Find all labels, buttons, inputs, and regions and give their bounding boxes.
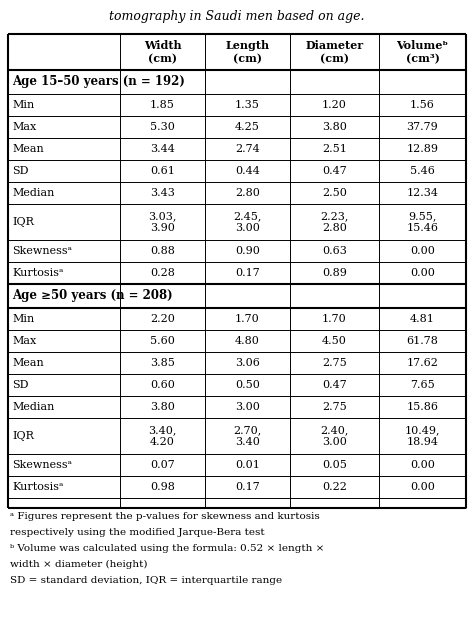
Text: 4.50: 4.50 — [322, 336, 347, 346]
Text: 3.06: 3.06 — [235, 358, 260, 368]
Text: 0.90: 0.90 — [235, 246, 260, 256]
Text: 0.60: 0.60 — [150, 380, 175, 390]
Text: SD: SD — [12, 380, 28, 390]
Text: 0.89: 0.89 — [322, 268, 347, 278]
Text: 0.44: 0.44 — [235, 166, 260, 176]
Text: 0.07: 0.07 — [150, 460, 175, 470]
Text: 5.60: 5.60 — [150, 336, 175, 346]
Text: 0.50: 0.50 — [235, 380, 260, 390]
Text: IQR: IQR — [12, 431, 34, 441]
Text: Max: Max — [12, 336, 36, 346]
Text: 17.62: 17.62 — [407, 358, 438, 368]
Text: 1.70: 1.70 — [322, 314, 346, 324]
Text: 0.17: 0.17 — [235, 268, 260, 278]
Text: Volumeᵇ
(cm³): Volumeᵇ (cm³) — [396, 40, 448, 64]
Text: Skewnessᵃ: Skewnessᵃ — [12, 246, 72, 256]
Text: 1.70: 1.70 — [235, 314, 260, 324]
Text: Median: Median — [12, 402, 55, 412]
Text: 3.85: 3.85 — [150, 358, 175, 368]
Text: Age ≥50 years (n = 208): Age ≥50 years (n = 208) — [12, 289, 173, 302]
Text: 1.35: 1.35 — [235, 100, 260, 110]
Text: ᵇ Volume was calculated using the formula: 0.52 × length ×: ᵇ Volume was calculated using the formul… — [10, 544, 324, 553]
Text: Width
(cm): Width (cm) — [144, 40, 182, 64]
Text: Mean: Mean — [12, 358, 44, 368]
Text: 2.70,
3.40: 2.70, 3.40 — [233, 425, 262, 447]
Text: tomography in Saudi men based on age.: tomography in Saudi men based on age. — [109, 10, 365, 23]
Text: 61.78: 61.78 — [407, 336, 438, 346]
Text: 0.61: 0.61 — [150, 166, 175, 176]
Text: Length
(cm): Length (cm) — [225, 40, 269, 64]
Text: 3.80: 3.80 — [150, 402, 175, 412]
Text: Age 15–50 years (n = 192): Age 15–50 years (n = 192) — [12, 76, 185, 88]
Text: 3.00: 3.00 — [235, 402, 260, 412]
Text: 0.28: 0.28 — [150, 268, 175, 278]
Text: 2.75: 2.75 — [322, 402, 346, 412]
Text: 9.55,
15.46: 9.55, 15.46 — [407, 211, 438, 233]
Text: Diameter
(cm): Diameter (cm) — [305, 40, 364, 64]
Text: ᵃ Figures represent the p-values for skewness and kurtosis: ᵃ Figures represent the p-values for ske… — [10, 512, 320, 521]
Text: 4.25: 4.25 — [235, 122, 260, 132]
Text: SD = standard deviation, IQR = interquartile range: SD = standard deviation, IQR = interquar… — [10, 576, 282, 585]
Text: 2.23,
2.80: 2.23, 2.80 — [320, 211, 348, 233]
Text: 0.00: 0.00 — [410, 482, 435, 492]
Text: 0.47: 0.47 — [322, 380, 346, 390]
Text: 12.89: 12.89 — [407, 144, 438, 154]
Text: 2.75: 2.75 — [322, 358, 346, 368]
Text: 2.80: 2.80 — [235, 188, 260, 198]
Text: 2.50: 2.50 — [322, 188, 347, 198]
Text: 4.81: 4.81 — [410, 314, 435, 324]
Text: 15.86: 15.86 — [407, 402, 438, 412]
Text: 12.34: 12.34 — [407, 188, 438, 198]
Text: Min: Min — [12, 100, 34, 110]
Text: 7.65: 7.65 — [410, 380, 435, 390]
Text: 3.03,
3.90: 3.03, 3.90 — [148, 211, 177, 233]
Text: Median: Median — [12, 188, 55, 198]
Text: IQR: IQR — [12, 217, 34, 227]
Text: 0.00: 0.00 — [410, 268, 435, 278]
Text: 0.63: 0.63 — [322, 246, 347, 256]
Text: Max: Max — [12, 122, 36, 132]
Text: Skewnessᵃ: Skewnessᵃ — [12, 460, 72, 470]
Text: 5.30: 5.30 — [150, 122, 175, 132]
Text: Kurtosisᵃ: Kurtosisᵃ — [12, 482, 64, 492]
Text: 4.80: 4.80 — [235, 336, 260, 346]
Text: 2.74: 2.74 — [235, 144, 260, 154]
Text: Mean: Mean — [12, 144, 44, 154]
Text: 5.46: 5.46 — [410, 166, 435, 176]
Text: 1.85: 1.85 — [150, 100, 175, 110]
Text: 3.43: 3.43 — [150, 188, 175, 198]
Text: SD: SD — [12, 166, 28, 176]
Text: 3.44: 3.44 — [150, 144, 175, 154]
Text: 0.00: 0.00 — [410, 246, 435, 256]
Text: 2.40,
3.00: 2.40, 3.00 — [320, 425, 348, 447]
Text: respectively using the modified Jarque-Bera test: respectively using the modified Jarque-B… — [10, 528, 264, 537]
Text: Min: Min — [12, 314, 34, 324]
Text: Kurtosisᵃ: Kurtosisᵃ — [12, 268, 64, 278]
Text: 1.56: 1.56 — [410, 100, 435, 110]
Text: 2.51: 2.51 — [322, 144, 347, 154]
Text: 10.49,
18.94: 10.49, 18.94 — [405, 425, 440, 447]
Text: 37.79: 37.79 — [407, 122, 438, 132]
Text: 0.22: 0.22 — [322, 482, 347, 492]
Text: 1.20: 1.20 — [322, 100, 347, 110]
Text: 3.80: 3.80 — [322, 122, 347, 132]
Text: 0.98: 0.98 — [150, 482, 175, 492]
Text: width × diameter (height): width × diameter (height) — [10, 560, 147, 569]
Text: 0.01: 0.01 — [235, 460, 260, 470]
Text: 2.45,
3.00: 2.45, 3.00 — [233, 211, 262, 233]
Text: 0.05: 0.05 — [322, 460, 347, 470]
Text: 0.00: 0.00 — [410, 460, 435, 470]
Text: 0.88: 0.88 — [150, 246, 175, 256]
Text: 0.47: 0.47 — [322, 166, 346, 176]
Text: 3.40,
4.20: 3.40, 4.20 — [148, 425, 177, 447]
Text: 0.17: 0.17 — [235, 482, 260, 492]
Text: 2.20: 2.20 — [150, 314, 175, 324]
